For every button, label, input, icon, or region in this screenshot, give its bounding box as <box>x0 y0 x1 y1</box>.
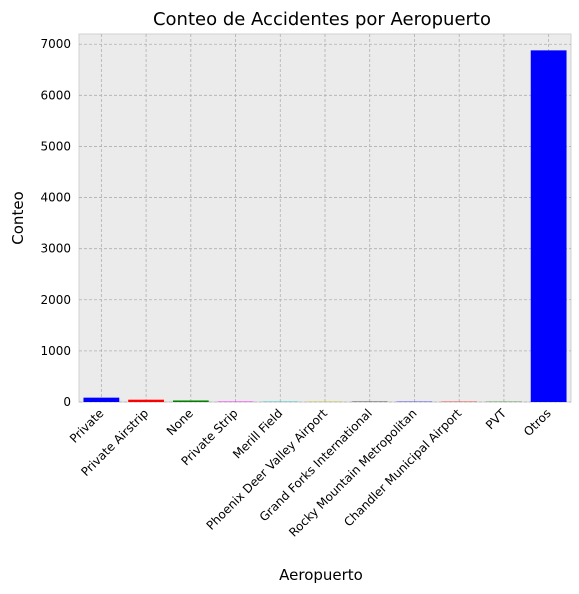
bar <box>172 400 209 402</box>
y-tick-label: 0 <box>63 395 71 409</box>
bar <box>128 399 164 402</box>
y-tick-label: 5000 <box>40 139 71 153</box>
y-tick-labels: 0 1000 2000 3000 4000 5000 6000 7000 <box>40 37 71 409</box>
y-tick-label: 4000 <box>40 191 71 205</box>
x-tick-label: None <box>164 406 196 438</box>
bar <box>530 50 567 402</box>
bars <box>83 50 567 402</box>
bar <box>83 397 120 402</box>
x-tick-label: PVT <box>483 406 509 432</box>
y-tick-label: 6000 <box>40 88 71 102</box>
y-tick-label: 3000 <box>40 242 71 256</box>
chart-title: Conteo de Accidentes por Aeropuerto <box>153 9 491 30</box>
y-axis-label: Conteo <box>9 191 27 244</box>
y-tick-label: 2000 <box>40 293 71 307</box>
x-tick-label: Otros <box>521 406 554 439</box>
y-tick-label: 7000 <box>40 37 71 51</box>
x-axis-label: Aeropuerto <box>279 566 363 584</box>
y-tick-label: 1000 <box>40 344 71 358</box>
x-tick-label: Private <box>67 406 106 445</box>
